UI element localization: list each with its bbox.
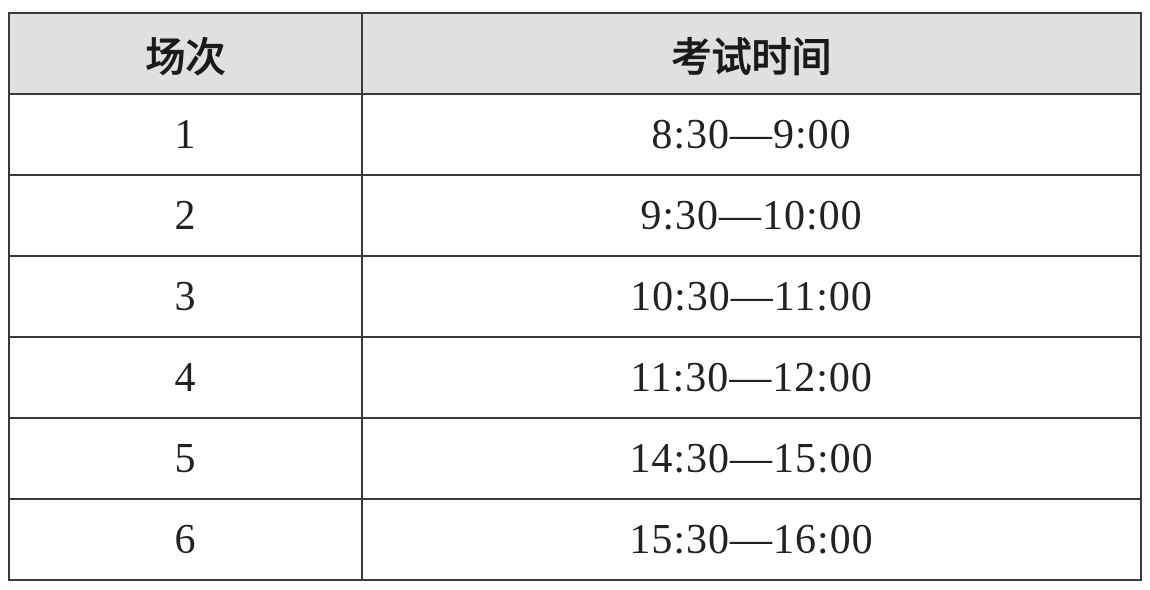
session-cell: 5	[8, 417, 363, 500]
time-cell: 10:30—11:00	[361, 255, 1142, 338]
table-row: 6 15:30—16:00	[8, 498, 1142, 581]
header-row: 场次 考试时间	[8, 12, 1142, 95]
header-session: 场次	[8, 12, 363, 95]
time-cell: 9:30—10:00	[361, 174, 1142, 257]
time-cell: 14:30—15:00	[361, 417, 1142, 500]
session-cell: 3	[8, 255, 363, 338]
session-cell: 2	[8, 174, 363, 257]
table-row: 1 8:30—9:00	[8, 93, 1142, 176]
time-cell: 8:30—9:00	[361, 93, 1142, 176]
header-exam-time: 考试时间	[361, 12, 1142, 95]
session-cell: 1	[8, 93, 363, 176]
table-row: 5 14:30—15:00	[8, 417, 1142, 500]
table-row: 4 11:30—12:00	[8, 336, 1142, 419]
session-cell: 6	[8, 498, 363, 581]
table-row: 3 10:30—11:00	[8, 255, 1142, 338]
exam-schedule-table: 场次 考试时间 1 8:30—9:00 2 9:30—10:00 3 10:30—11…	[8, 12, 1142, 581]
time-cell: 11:30—12:00	[361, 336, 1142, 419]
session-cell: 4	[8, 336, 363, 419]
table-row: 2 9:30—10:00	[8, 174, 1142, 257]
time-cell: 15:30—16:00	[361, 498, 1142, 581]
